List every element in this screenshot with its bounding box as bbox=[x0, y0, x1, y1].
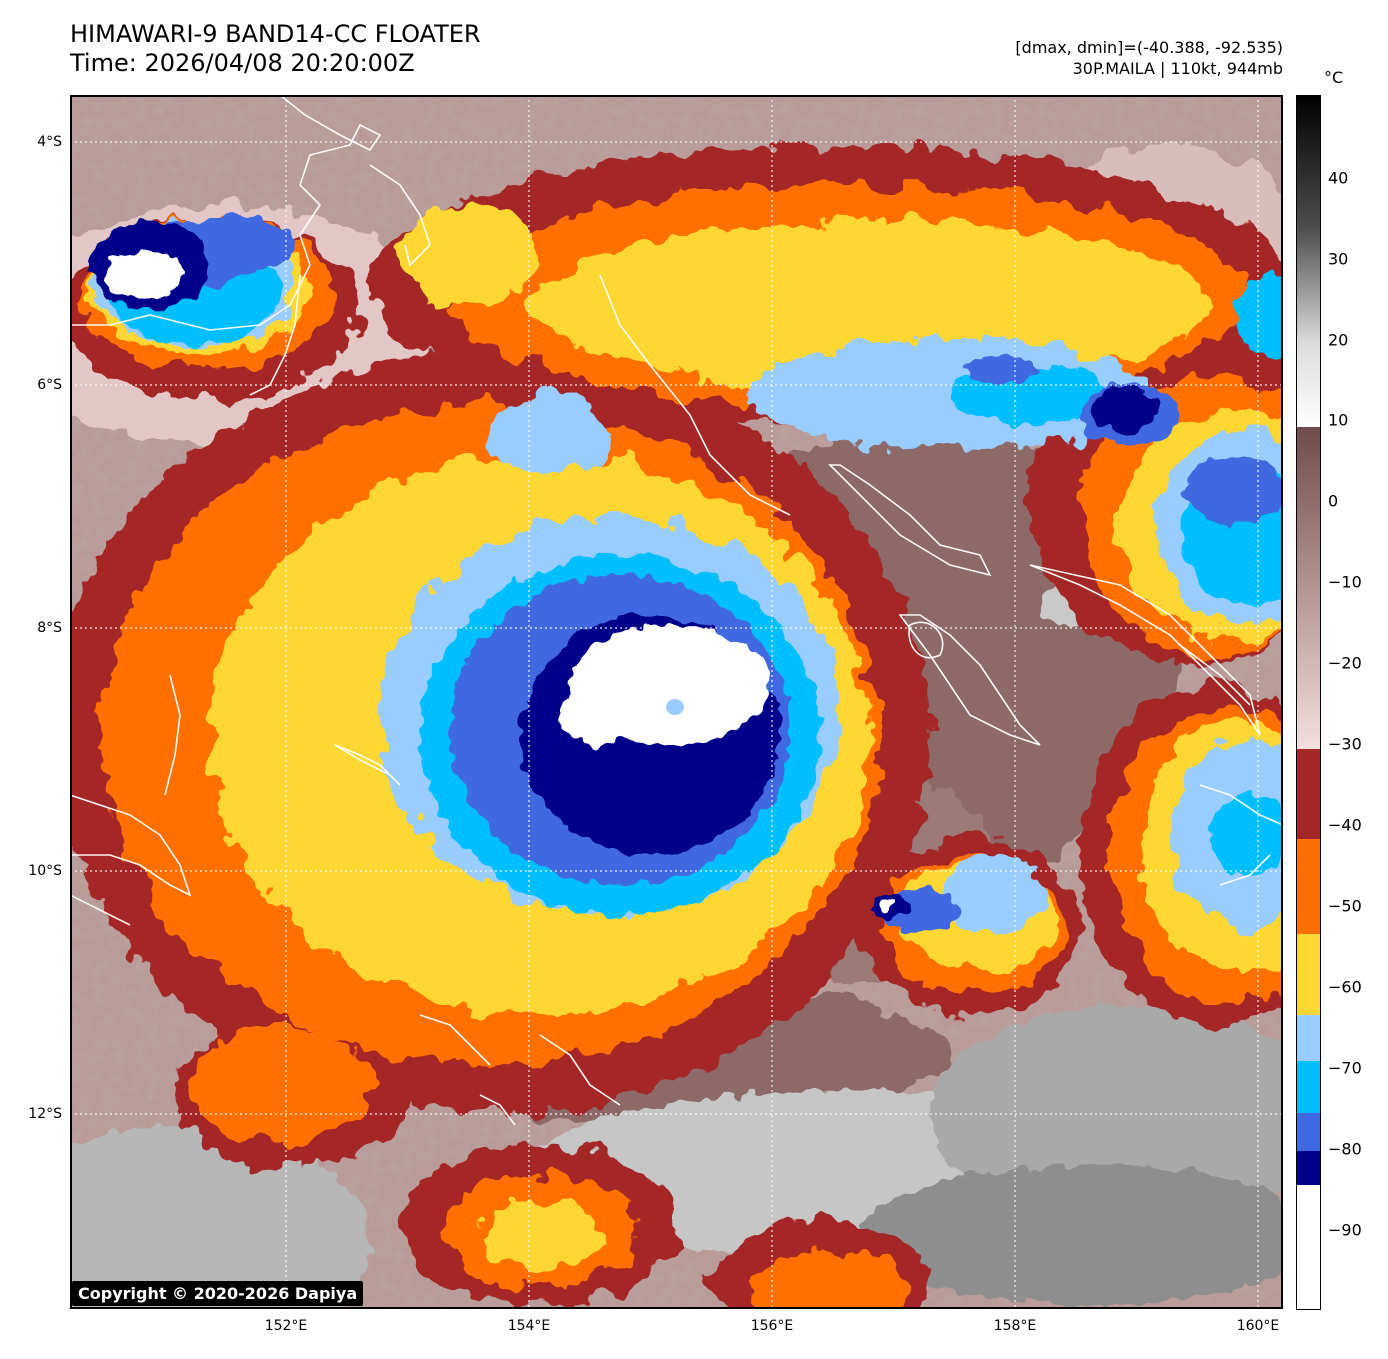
colorbar-tick-minus10: −10 bbox=[1328, 572, 1362, 592]
lon-label-158e: 158°E bbox=[993, 1318, 1037, 1334]
colorbar-royal-blue bbox=[1296, 1113, 1321, 1151]
graticule bbox=[70, 95, 1283, 1309]
lon-label-156e: 156°E bbox=[750, 1318, 794, 1334]
lon-label-160e: 160°E bbox=[1236, 1318, 1280, 1334]
colorbar-tick-30: 30 bbox=[1328, 249, 1349, 269]
colorbar-orange bbox=[1296, 839, 1321, 934]
lat-label-10s: 10°S bbox=[28, 863, 62, 879]
colorbar-tick-minus20: −20 bbox=[1328, 653, 1362, 673]
colorbar-light-sky bbox=[1296, 1015, 1321, 1061]
copyright-badge: Copyright © 2020-2026 Dapiya bbox=[72, 1281, 364, 1306]
range-text: [dmax, dmin]=(-40.388, -92.535) bbox=[1015, 38, 1283, 57]
storm-text: 30P.MAILA | 110kt, 944mb bbox=[1072, 59, 1283, 78]
colorbar-white bbox=[1296, 1185, 1321, 1310]
colorbar-mid-segment bbox=[1296, 427, 1321, 749]
lon-label-154e: 154°E bbox=[507, 1318, 551, 1334]
title-line-2: Time: 2026/04/08 20:20:00Z bbox=[70, 49, 415, 77]
lat-label-4s: 4°S bbox=[37, 134, 62, 150]
lon-label-152e: 152°E bbox=[264, 1318, 308, 1334]
colorbar-tick-minus70: −70 bbox=[1328, 1058, 1362, 1078]
colorbar-deep-sky bbox=[1296, 1061, 1321, 1113]
colorbar-navy bbox=[1296, 1151, 1321, 1185]
storm-info: [dmax, dmin]=(-40.388, -92.535) 30P.MAIL… bbox=[1015, 37, 1283, 79]
colorbar-tick-minus60: −60 bbox=[1328, 977, 1362, 997]
colorbar-frame bbox=[1296, 95, 1321, 1310]
lat-label-12s: 12°S bbox=[28, 1106, 62, 1122]
coldest-cloud-tops bbox=[105, 250, 893, 913]
lat-label-6s: 6°S bbox=[37, 377, 62, 393]
colorbar-tick-10: 10 bbox=[1328, 410, 1349, 430]
lat-label-8s: 8°S bbox=[37, 620, 62, 636]
colorbar-gold bbox=[1296, 934, 1321, 1015]
colorbar-tick-40: 40 bbox=[1328, 168, 1349, 188]
colorbar-warm-segment bbox=[1296, 95, 1321, 427]
satellite-map bbox=[70, 95, 1283, 1309]
colorbar-tick-0: 0 bbox=[1328, 491, 1339, 511]
colorbar-tick-minus40: −40 bbox=[1328, 815, 1362, 835]
colorbar-tick-minus90: −90 bbox=[1328, 1220, 1362, 1240]
map-frame bbox=[70, 95, 1283, 1309]
colorbar-brown-red bbox=[1296, 749, 1321, 839]
map-title: HIMAWARI-9 BAND14-CC FLOATER Time: 2026/… bbox=[70, 20, 481, 78]
colorbar-tick-minus50: −50 bbox=[1328, 896, 1362, 916]
colorbar bbox=[1296, 95, 1321, 1310]
storm-eye bbox=[666, 699, 684, 715]
colorbar-tick-minus30: −30 bbox=[1328, 734, 1362, 754]
colorbar-tick-minus80: −80 bbox=[1328, 1139, 1362, 1159]
colorbar-unit: °C bbox=[1324, 68, 1344, 87]
coastlines bbox=[70, 95, 1283, 1126]
title-line-1: HIMAWARI-9 BAND14-CC FLOATER bbox=[70, 20, 481, 48]
colorbar-tick-20: 20 bbox=[1328, 330, 1349, 350]
